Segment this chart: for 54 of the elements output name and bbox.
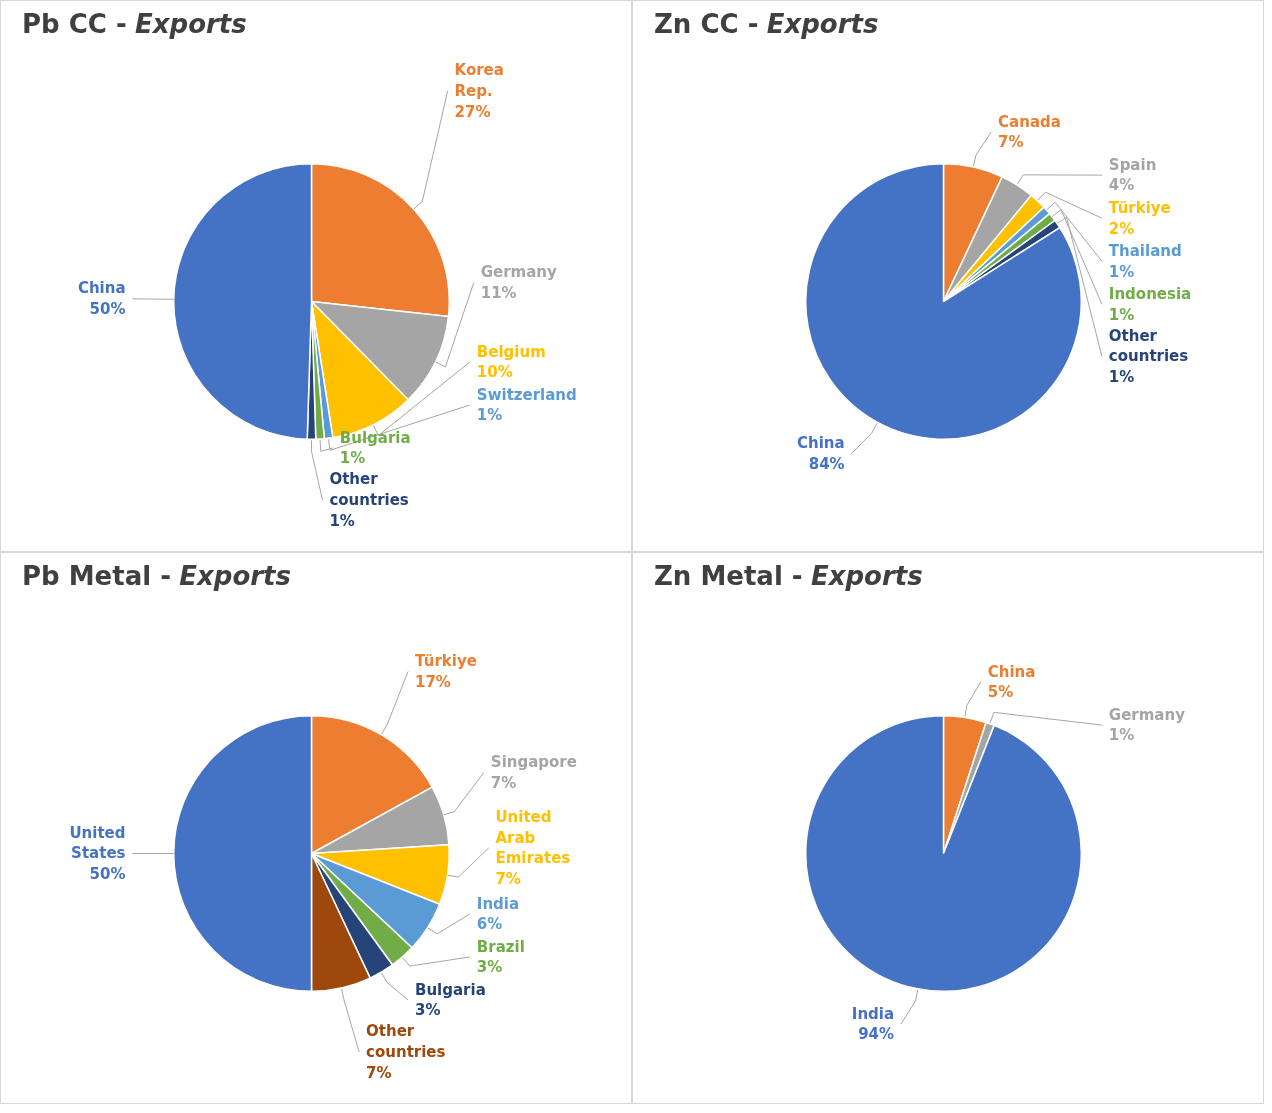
chart-title: Pb CC - Exports xyxy=(22,9,247,39)
data-label: 10% xyxy=(476,363,513,382)
chart-title: Zn Metal - Exports xyxy=(654,561,923,591)
slice-label: India xyxy=(851,1004,895,1023)
data-label: 3% xyxy=(476,958,503,977)
chart-title: Pb Metal - Exports xyxy=(22,561,291,591)
data-label: 1% xyxy=(1108,262,1135,281)
data-label: 7% xyxy=(998,133,1024,152)
slice-label: Other countries xyxy=(1108,326,1189,366)
data-label: 7% xyxy=(366,1063,392,1082)
data-label: 50% xyxy=(89,865,126,884)
data-label: 1% xyxy=(476,406,503,425)
slice-label: Bulgaria xyxy=(339,428,411,447)
slice-label: Other countries xyxy=(329,470,409,510)
data-label: 1% xyxy=(1108,368,1135,387)
slice-label: Spain xyxy=(1108,155,1157,174)
slice-label: Singapore xyxy=(490,753,577,772)
slice-label: China xyxy=(796,434,845,453)
data-label: 27% xyxy=(454,102,491,121)
data-label: 3% xyxy=(414,1001,441,1020)
slice-label: Belgium xyxy=(476,342,546,361)
data-label: 17% xyxy=(414,672,451,691)
slice-label: Bulgaria xyxy=(414,980,486,999)
slice-label: Türkiye xyxy=(1108,198,1171,217)
slice-label: Germany xyxy=(1108,705,1186,724)
slice-label: China xyxy=(987,662,1036,681)
slice-label: Switzerland xyxy=(476,385,577,404)
slice-label: Indonesia xyxy=(1108,284,1192,303)
slice-label: Canada xyxy=(998,112,1061,131)
data-label: 6% xyxy=(476,915,503,934)
slice-label: Other countries xyxy=(366,1022,446,1062)
slice-label: China xyxy=(77,279,126,298)
data-label: 1% xyxy=(1108,305,1135,324)
data-label: 50% xyxy=(89,300,126,319)
slice-label: Türkiye xyxy=(414,652,477,671)
data-label: 1% xyxy=(1108,726,1135,745)
slice-label: Germany xyxy=(480,263,558,282)
data-label: 1% xyxy=(329,511,355,530)
data-label: 94% xyxy=(858,1025,895,1044)
data-label: 7% xyxy=(495,870,521,889)
slice-label: Brazil xyxy=(476,937,525,956)
data-label: 5% xyxy=(987,683,1014,702)
data-label: 1% xyxy=(339,449,366,468)
slice-label: Thailand xyxy=(1108,241,1182,260)
slice-label: United States xyxy=(69,823,126,863)
slice-label: Korea Rep. xyxy=(454,61,504,100)
slice-label: United Arab Emirates xyxy=(495,808,571,868)
data-label: 7% xyxy=(490,773,517,792)
data-label: 11% xyxy=(480,283,517,302)
data-label: 4% xyxy=(1108,176,1135,195)
slice-label: India xyxy=(476,894,520,913)
chart-title: Zn CC - Exports xyxy=(654,9,879,39)
data-label: 2% xyxy=(1108,219,1135,238)
data-label: 84% xyxy=(808,454,845,473)
